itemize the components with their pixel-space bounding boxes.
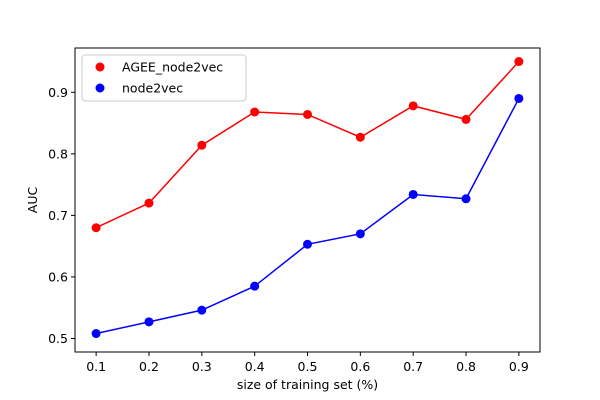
data-point-agee-node2vec bbox=[250, 107, 260, 117]
legend-label-node2vec: node2vec bbox=[122, 81, 183, 96]
data-point-agee-node2vec bbox=[408, 101, 418, 111]
data-point-agee-node2vec bbox=[197, 140, 207, 150]
data-point-agee-node2vec bbox=[461, 114, 471, 124]
legend-marker-agee-node2vec bbox=[95, 62, 105, 72]
x-tick-label: 0.1 bbox=[86, 359, 106, 374]
y-axis-label: AUC bbox=[25, 187, 40, 214]
data-point-node2vec bbox=[514, 93, 524, 103]
x-tick-label: 0.9 bbox=[509, 359, 529, 374]
x-tick-label: 0.8 bbox=[456, 359, 476, 374]
legend: AGEE_node2vec node2vec bbox=[81, 54, 247, 102]
y-tick-label: 0.7 bbox=[48, 208, 68, 223]
x-tick-label: 0.6 bbox=[350, 359, 370, 374]
data-point-agee-node2vec bbox=[303, 109, 312, 119]
x-tick-label: 0.4 bbox=[245, 359, 265, 374]
y-tick-label: 0.8 bbox=[48, 146, 68, 161]
series-layer bbox=[91, 57, 524, 339]
y-tick-label: 0.6 bbox=[48, 269, 68, 284]
x-tick-label: 0.2 bbox=[139, 359, 159, 374]
legend-box bbox=[81, 54, 247, 102]
x-axis: 0.1 0.2 0.3 0.4 0.5 0.6 0.7 0.8 0.9 bbox=[86, 352, 529, 374]
data-point-node2vec bbox=[197, 305, 207, 315]
x-tick-label: 0.7 bbox=[403, 359, 423, 374]
data-point-node2vec bbox=[408, 189, 418, 199]
data-point-node2vec bbox=[355, 229, 365, 239]
x-tick-label: 0.3 bbox=[192, 359, 212, 374]
y-axis: 0.5 0.6 0.7 0.8 0.9 bbox=[48, 85, 75, 346]
data-point-node2vec bbox=[250, 281, 260, 291]
y-tick-label: 0.9 bbox=[48, 85, 68, 100]
legend-marker-node2vec bbox=[95, 83, 105, 93]
data-point-node2vec bbox=[461, 194, 471, 204]
data-point-agee-node2vec bbox=[91, 223, 101, 233]
data-point-node2vec bbox=[303, 239, 312, 249]
data-point-node2vec bbox=[91, 329, 101, 339]
data-point-agee-node2vec bbox=[514, 57, 524, 67]
x-axis-label: size of training set (%) bbox=[237, 377, 378, 392]
data-point-node2vec bbox=[144, 317, 154, 327]
data-point-agee-node2vec bbox=[355, 132, 365, 142]
y-tick-label: 0.5 bbox=[48, 331, 68, 346]
legend-label-agee-node2vec: AGEE_node2vec bbox=[122, 60, 223, 75]
series-line-node2vec bbox=[95, 98, 520, 335]
data-point-agee-node2vec bbox=[144, 198, 154, 208]
x-tick-label: 0.5 bbox=[298, 359, 318, 374]
